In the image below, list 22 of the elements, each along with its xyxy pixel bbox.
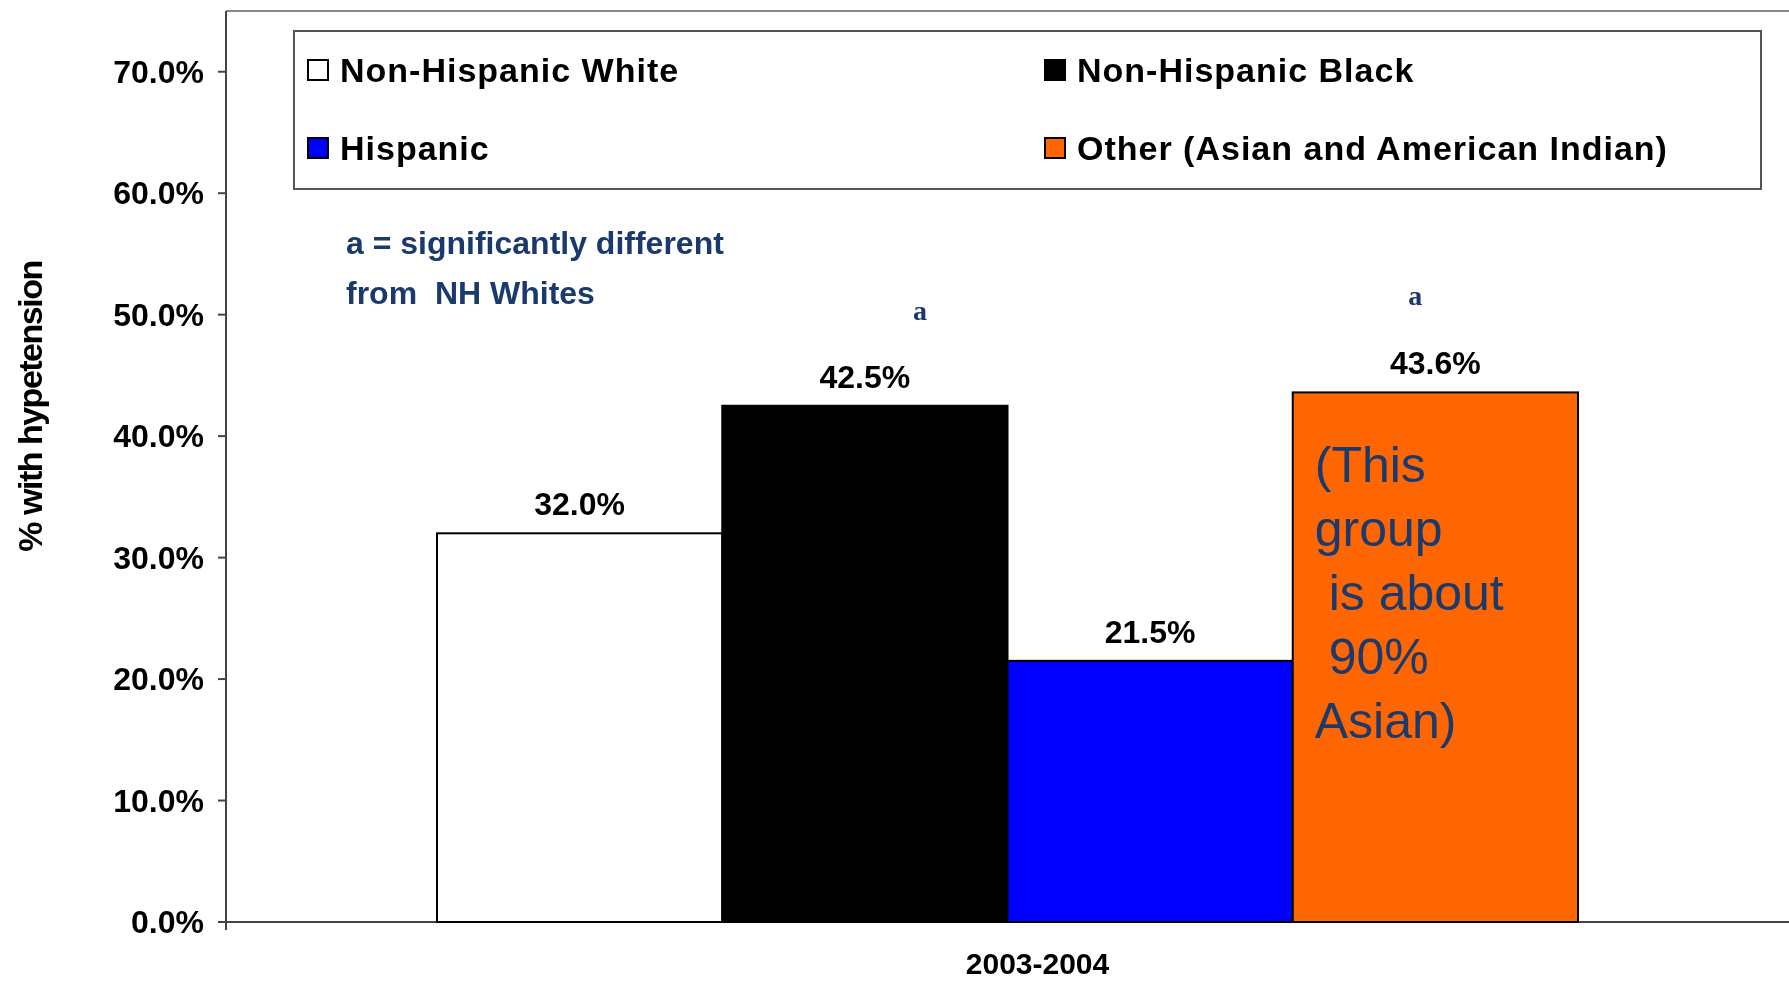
data-label: 21.5%	[1104, 613, 1196, 650]
y-tick-label: 40.0%	[113, 418, 204, 455]
annotation: (This group is about 90% Asian)	[1314, 437, 1504, 749]
legend-label: Non-Hispanic White	[340, 50, 680, 89]
y-tick-label: 0.0%	[131, 904, 204, 941]
y-tick-label: 20.0%	[113, 661, 204, 698]
y-tick-label: 70.0%	[113, 53, 204, 90]
x-axis-title: 2003-2004	[965, 947, 1110, 980]
annotation: a	[1408, 280, 1423, 311]
data-label: 43.6%	[1390, 345, 1481, 382]
legend-label: Hispanic	[340, 128, 490, 167]
y-tick-label: 60.0%	[113, 175, 204, 212]
y-axis-title: % with hypetension	[11, 261, 49, 552]
data-label: 42.5%	[819, 358, 911, 395]
legend-label: Non-Hispanic Black	[1077, 50, 1415, 89]
legend-label: Other (Asian and American Indian)	[1077, 128, 1668, 167]
annotation: a	[912, 295, 927, 326]
y-tick-label: 30.0%	[113, 539, 204, 576]
data-label: 32.0%	[534, 486, 625, 523]
annotation: a = significantly different from NH Whites	[346, 225, 725, 311]
y-tick-label: 10.0%	[113, 782, 204, 819]
y-tick-label: 50.0%	[113, 296, 204, 333]
